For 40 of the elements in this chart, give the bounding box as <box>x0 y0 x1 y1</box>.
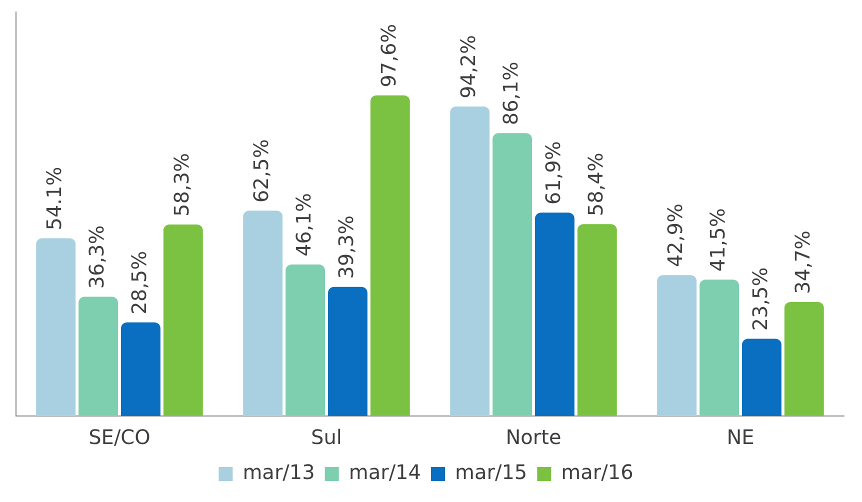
legend-label: mar/14 <box>348 460 422 484</box>
data-label: 86,1% <box>498 62 522 126</box>
data-label: 42,9% <box>663 204 688 268</box>
legend-label: mar/13 <box>242 460 315 484</box>
data-label: 36,3% <box>84 225 108 289</box>
legend-label: mar/15 <box>455 460 528 484</box>
bar <box>577 224 617 416</box>
bar <box>450 106 490 416</box>
x-tick-label: NE <box>726 425 754 450</box>
data-label: 34,7% <box>790 230 814 294</box>
bar <box>700 280 740 416</box>
data-label: 39,3% <box>334 215 358 279</box>
data-label: 23,5% <box>748 267 772 331</box>
x-tick-label: Sul <box>311 425 342 450</box>
data-label: 94,2% <box>456 34 480 99</box>
data-label: 58,4% <box>583 152 608 216</box>
bar <box>78 296 118 416</box>
bar <box>243 210 283 416</box>
bar <box>286 264 326 416</box>
data-label: 46,1% <box>291 193 316 257</box>
data-label: 62,5% <box>249 139 274 203</box>
x-tick-label: SE/CO <box>88 425 150 450</box>
legend-label: mar/16 <box>561 460 634 484</box>
bar <box>120 322 160 416</box>
data-label: 41,5% <box>705 208 730 272</box>
data-label: 61,9% <box>540 141 565 205</box>
data-label: 97,6% <box>376 24 400 88</box>
bar <box>742 338 782 416</box>
data-label: 28,5% <box>126 250 151 314</box>
data-label: 58,3% <box>169 152 194 216</box>
bar <box>36 238 76 416</box>
x-tick-label: Norte <box>506 425 562 450</box>
bar <box>370 95 410 416</box>
bar <box>492 133 532 416</box>
bar <box>534 212 574 416</box>
data-label: 54.1% <box>42 166 66 230</box>
bar <box>328 286 368 416</box>
bar <box>163 224 203 416</box>
bar <box>657 275 697 416</box>
bar <box>784 302 824 416</box>
